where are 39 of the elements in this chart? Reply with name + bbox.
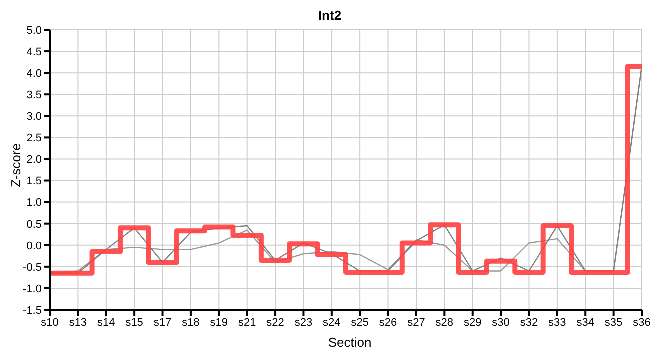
y-tick-label: -0.5 xyxy=(23,262,42,274)
x-axis-title: Section xyxy=(327,335,373,350)
x-tick-label: s35 xyxy=(604,316,623,329)
x-tick-label: s22 xyxy=(266,316,284,329)
x-tick-label: s15 xyxy=(126,316,144,329)
x-tick-label: s26 xyxy=(379,316,398,329)
x-tick-label: s29 xyxy=(464,316,482,329)
y-tick-label: 1.0 xyxy=(26,197,42,210)
chart-title: Int2 xyxy=(317,8,343,23)
y-tick-label: 4.0 xyxy=(26,68,42,80)
y-tick-label: 4.5 xyxy=(26,46,42,58)
x-tick-label: s10 xyxy=(41,316,59,329)
x-tick-label: s21 xyxy=(238,316,256,329)
y-tick-label: 0.5 xyxy=(26,218,42,231)
y-axis-title: Z-score xyxy=(8,142,24,190)
y-tick-label: 3.5 xyxy=(26,90,42,102)
x-tick-label: s28 xyxy=(436,316,454,329)
y-tick-label: 0.0 xyxy=(26,240,42,252)
x-tick-label: s36 xyxy=(633,316,651,329)
x-tick-label: s33 xyxy=(548,316,566,329)
x-tick-label: s34 xyxy=(576,316,594,329)
x-tick-label: s24 xyxy=(323,316,341,329)
x-tick-label: s17 xyxy=(154,316,172,329)
x-tick-label: s19 xyxy=(210,316,228,329)
x-tick-label: s32 xyxy=(520,316,538,329)
y-tick-label: 2.0 xyxy=(26,154,42,166)
x-tick-label: s25 xyxy=(351,316,369,329)
x-tick-label: s23 xyxy=(294,316,313,329)
y-tick-label: -1.5 xyxy=(23,304,42,317)
x-tick-label: s18 xyxy=(182,316,200,329)
y-tick-label: -1.0 xyxy=(23,283,42,296)
y-tick-label: 1.5 xyxy=(26,176,42,188)
x-tick-label: s14 xyxy=(98,316,116,329)
y-tick-label: 3.0 xyxy=(26,111,42,124)
y-tick-label: 5.0 xyxy=(26,24,42,37)
x-tick-label: s27 xyxy=(408,316,426,329)
y-tick-label: 2.5 xyxy=(26,132,42,145)
x-tick-label: s30 xyxy=(492,316,510,329)
x-tick-label: s13 xyxy=(69,316,88,329)
